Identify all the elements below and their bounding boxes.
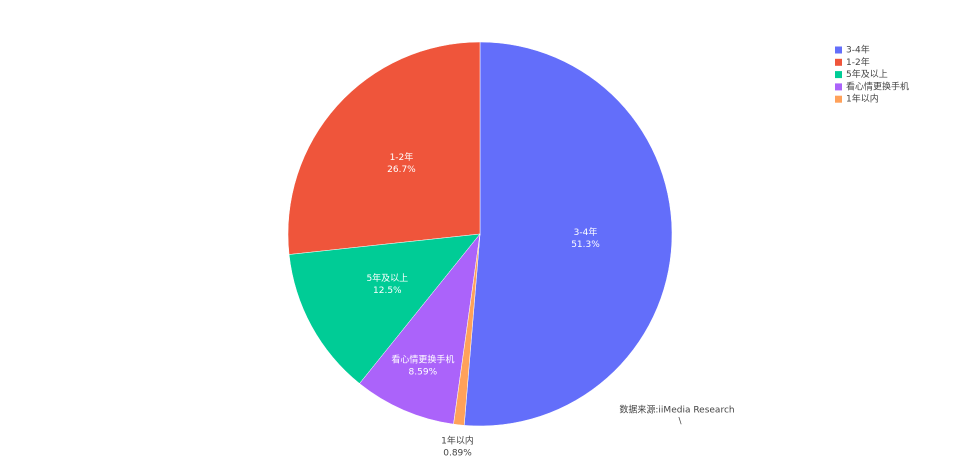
pie-slice (288, 233, 481, 384)
legend-label: 5年及以上 (846, 68, 888, 80)
slice-label: 3-4年 (574, 226, 598, 238)
annotation: 数据来源:iiMedia Research (619, 404, 734, 416)
legend-label: 1年以内 (846, 93, 879, 105)
annotation: \ (678, 417, 682, 427)
legend-swatch (835, 95, 842, 103)
legend-swatch (835, 58, 842, 66)
pie-slice (287, 41, 481, 255)
legend-swatch (835, 83, 842, 91)
legend-swatch (835, 71, 842, 79)
pie-slice (463, 41, 673, 427)
pie-slice (453, 233, 481, 426)
slice-value: 51.3% (571, 240, 600, 250)
slice-value: 0.89% (443, 448, 472, 458)
slice-value: 12.5% (373, 286, 402, 296)
legend-swatch (835, 46, 842, 54)
slice-value: 26.7% (387, 165, 416, 175)
slice-label: 1-2年 (390, 151, 414, 163)
legend-label: 1-2年 (846, 56, 870, 68)
slice-label: 看心情更换手机 (391, 354, 454, 366)
pie-slice (359, 233, 481, 425)
slice-label: 5年及以上 (366, 272, 408, 284)
legend-label: 看心情更换手机 (846, 80, 909, 92)
slice-value: 8.59% (409, 368, 438, 378)
legend-label: 3-4年 (846, 44, 870, 56)
slice-label: 1年以内 (441, 434, 474, 446)
